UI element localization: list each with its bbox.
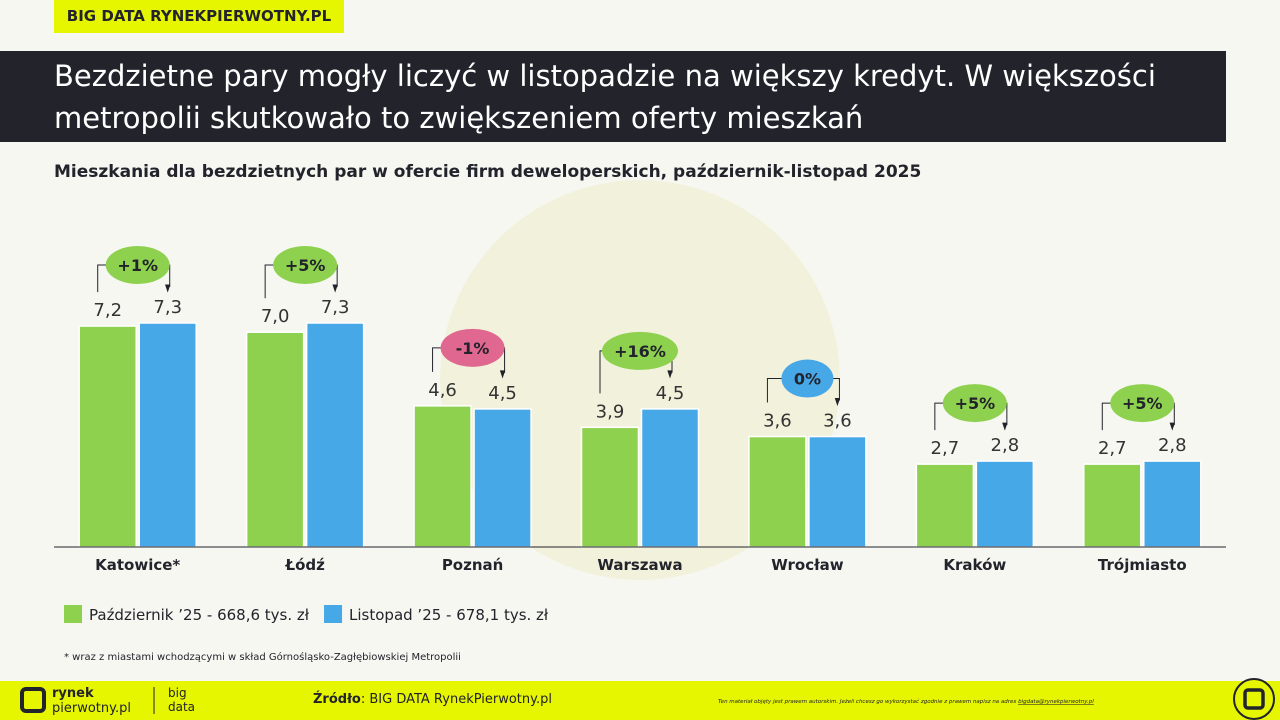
- change-arrow: [667, 370, 673, 379]
- source-label: Źródło: [313, 691, 361, 707]
- corner-logo: [1233, 678, 1275, 720]
- x-tick-label: Katowice*: [95, 556, 180, 574]
- bar: [473, 408, 532, 548]
- change-label: 0%: [794, 370, 821, 389]
- change-badge: [440, 328, 505, 367]
- x-tick-label: Warszawa: [597, 556, 682, 574]
- value-label: 2,8: [991, 435, 1020, 456]
- bar: [975, 460, 1035, 548]
- value-label: 2,7: [1098, 438, 1127, 459]
- copyright: Ten materiał objęty jest prawem autorski…: [718, 698, 1094, 705]
- change-label: -1%: [456, 339, 490, 358]
- value-label: 7,3: [153, 297, 182, 318]
- bar: [245, 331, 305, 548]
- email: bigdata@rynekpierwotny.pl: [1018, 699, 1094, 705]
- value-label: 7,2: [93, 300, 122, 321]
- legend-swatch: [64, 605, 82, 623]
- source-text: : BIG DATA RynekPierwotny.pl: [361, 692, 552, 707]
- logo-text: big: [168, 686, 187, 700]
- bar: [1143, 460, 1202, 548]
- logo-text: pierwotny.pl: [52, 701, 131, 716]
- value-label: 7,3: [321, 297, 350, 318]
- value-label: 7,0: [261, 306, 290, 327]
- change-label: +5%: [285, 256, 326, 275]
- change-arrow: [834, 398, 841, 407]
- value-label: 2,8: [1158, 435, 1187, 456]
- watermark: [440, 180, 840, 580]
- bar: [413, 405, 472, 548]
- bar: [580, 426, 640, 548]
- value-label: 4,5: [488, 383, 517, 404]
- change-arrow: [499, 370, 506, 379]
- x-tick-label: Poznań: [442, 556, 504, 574]
- value-label: 2,7: [931, 438, 960, 459]
- x-tick-label: Łódź: [284, 556, 325, 574]
- footer-bar: [0, 681, 1280, 720]
- change-badge: [781, 359, 834, 398]
- logo-text: rynek: [52, 686, 94, 701]
- value-label: 3,6: [763, 411, 792, 432]
- change-label: +5%: [955, 394, 996, 413]
- change-badge: [942, 384, 1007, 423]
- change-arrow: [1002, 422, 1008, 431]
- value-label: 4,6: [428, 380, 457, 401]
- x-tick-label: Wrocław: [771, 556, 844, 574]
- footnote: * wraz z miastami wchodzącymi w skład Gó…: [64, 651, 461, 663]
- change-badge: [273, 246, 338, 284]
- change-badge: [602, 331, 678, 370]
- bar: [915, 463, 975, 548]
- change-arrow: [165, 284, 171, 293]
- bar: [78, 325, 137, 548]
- x-tick-label: Trójmiasto: [1098, 556, 1187, 574]
- x-tick-label: Kraków: [943, 556, 1006, 574]
- value-label: 4,5: [656, 383, 685, 404]
- logo-text: data: [168, 700, 195, 714]
- logo-icon: [20, 687, 46, 713]
- bar: [808, 435, 867, 548]
- change-label: +5%: [1122, 394, 1163, 413]
- change-arrow: [332, 284, 338, 293]
- header-tag: BIG DATA RYNEKPIERWOTNY.PL: [54, 0, 344, 33]
- bar: [640, 408, 700, 548]
- legend-label: Listopad ’25 - 678,1 tys. zł: [349, 606, 549, 624]
- legend-swatch: [324, 605, 343, 623]
- corner-logo-icon: [1243, 688, 1265, 710]
- change-badge: [105, 246, 170, 284]
- value-label: 3,6: [823, 411, 852, 432]
- page-title: Bezdzietne pary mogły liczyć w listopadz…: [54, 59, 1156, 135]
- copyright-text: Ten materiał objęty jest prawem autorski…: [718, 698, 1016, 705]
- bar: [748, 435, 807, 548]
- chart-title: Mieszkania dla bezdzietnych par w oferci…: [54, 162, 921, 182]
- change-badge: [1110, 384, 1175, 423]
- source: Źródło: BIG DATA RynekPierwotny.pl: [313, 691, 552, 707]
- bar: [1083, 463, 1142, 548]
- bar: [138, 322, 197, 548]
- bar: [305, 322, 365, 548]
- legend-label: Październik ’25 - 668,6 tys. zł: [89, 606, 310, 624]
- title-bar: [0, 51, 1226, 142]
- change-arrow: [1169, 422, 1175, 431]
- change-label: +16%: [614, 342, 666, 361]
- change-label: +1%: [117, 256, 158, 275]
- value-label: 3,9: [596, 401, 625, 422]
